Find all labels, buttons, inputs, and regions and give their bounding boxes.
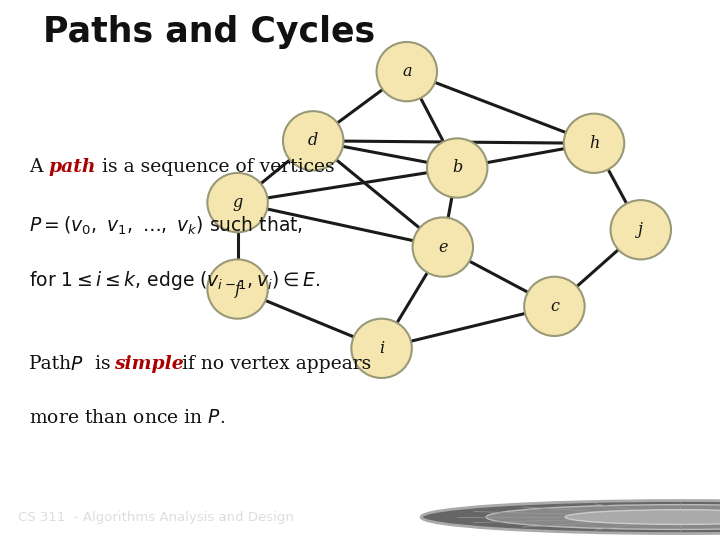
Text: CS 311  - Algorithms Analysis and Design: CS 311 - Algorithms Analysis and Design [18, 510, 294, 524]
Ellipse shape [611, 200, 671, 259]
Text: h: h [589, 135, 599, 152]
Text: A: A [29, 158, 48, 176]
Text: $P$: $P$ [70, 355, 83, 374]
Ellipse shape [427, 138, 487, 198]
Text: d: d [308, 132, 318, 150]
Ellipse shape [351, 319, 412, 378]
Ellipse shape [564, 113, 624, 173]
Text: g: g [233, 194, 243, 211]
Text: e: e [438, 239, 448, 255]
Text: Path: Path [29, 355, 77, 373]
Text: PSU: PSU [626, 510, 652, 524]
Ellipse shape [207, 259, 268, 319]
Text: path: path [49, 158, 96, 176]
Circle shape [486, 505, 720, 529]
Text: for $1 \leq i \leq k$, edge $(v_{i-1}, v_i) \in E$.: for $1 \leq i \leq k$, edge $(v_{i-1}, v… [29, 269, 320, 292]
Text: a: a [402, 63, 412, 80]
Ellipse shape [413, 218, 473, 276]
Text: is: is [89, 355, 116, 373]
Text: if no vertex appears: if no vertex appears [176, 355, 371, 373]
Text: i: i [379, 340, 384, 357]
Circle shape [565, 510, 720, 524]
Text: f: f [235, 281, 240, 298]
Text: $P = (v_0,\ v_1,\ \ldots,\ v_k)$ such that,: $P = (v_0,\ v_1,\ \ldots,\ v_k)$ such th… [29, 215, 303, 237]
Text: b: b [452, 159, 462, 177]
Text: is a sequence of vertices: is a sequence of vertices [96, 158, 334, 176]
Text: j: j [639, 221, 643, 238]
Ellipse shape [207, 173, 268, 232]
Text: simple: simple [114, 355, 184, 373]
Text: more than once in $P$.: more than once in $P$. [29, 409, 225, 427]
Circle shape [421, 501, 720, 534]
Text: Paths and Cycles: Paths and Cycles [43, 15, 375, 49]
Text: c: c [550, 298, 559, 315]
Ellipse shape [377, 42, 437, 102]
Ellipse shape [283, 111, 343, 171]
Ellipse shape [524, 276, 585, 336]
